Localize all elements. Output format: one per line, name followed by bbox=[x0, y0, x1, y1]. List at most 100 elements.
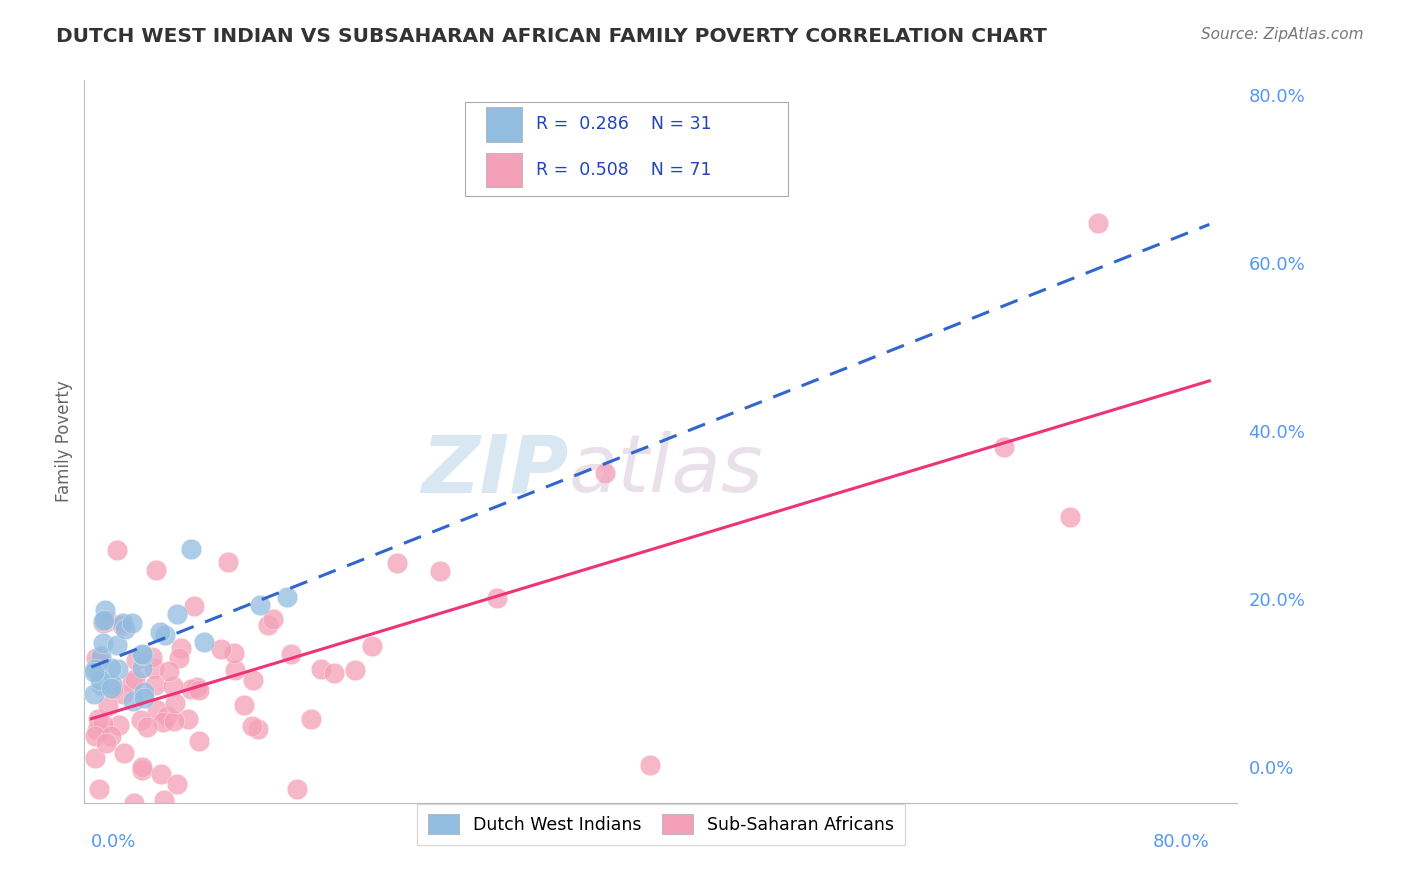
Point bbox=[96, 698, 118, 713]
Point bbox=[153, 793, 176, 807]
Point bbox=[262, 612, 284, 626]
Point bbox=[593, 466, 616, 480]
Point bbox=[111, 618, 134, 632]
Point bbox=[131, 647, 153, 661]
Point bbox=[105, 638, 128, 652]
Point bbox=[276, 591, 298, 605]
Point bbox=[156, 709, 179, 723]
Point bbox=[93, 614, 115, 628]
Point bbox=[149, 625, 172, 640]
Point bbox=[124, 672, 146, 686]
Point bbox=[132, 648, 155, 662]
Point bbox=[105, 542, 128, 557]
Point bbox=[111, 687, 134, 701]
Point bbox=[114, 622, 136, 636]
Point bbox=[143, 660, 166, 674]
Point bbox=[280, 648, 302, 662]
Point bbox=[145, 563, 167, 577]
Point bbox=[134, 685, 156, 699]
Point bbox=[97, 614, 120, 628]
Point bbox=[188, 733, 211, 747]
Point bbox=[180, 542, 202, 557]
Text: DUTCH WEST INDIAN VS SUBSAHARAN AFRICAN FAMILY POVERTY CORRELATION CHART: DUTCH WEST INDIAN VS SUBSAHARAN AFRICAN … bbox=[56, 27, 1047, 45]
Text: atlas: atlas bbox=[568, 432, 763, 509]
Point bbox=[311, 662, 333, 676]
Point bbox=[145, 703, 167, 717]
Point bbox=[188, 683, 211, 698]
Point bbox=[387, 557, 409, 571]
Point bbox=[246, 722, 269, 736]
Point bbox=[153, 628, 176, 642]
Point bbox=[485, 591, 508, 605]
Point bbox=[100, 729, 122, 743]
Y-axis label: Family Poverty: Family Poverty bbox=[55, 381, 73, 502]
Point bbox=[249, 598, 271, 612]
Point bbox=[157, 664, 180, 678]
Point bbox=[143, 678, 166, 692]
Point bbox=[89, 782, 111, 797]
Point bbox=[166, 607, 188, 621]
Point bbox=[93, 603, 115, 617]
Point bbox=[131, 760, 153, 774]
Point bbox=[90, 649, 112, 664]
Point bbox=[91, 717, 114, 731]
Text: R =  0.508    N = 71: R = 0.508 N = 71 bbox=[536, 161, 711, 179]
Text: 80.0%: 80.0% bbox=[1249, 88, 1305, 106]
Point bbox=[177, 712, 200, 726]
Point bbox=[162, 679, 184, 693]
Point bbox=[186, 680, 208, 694]
Point bbox=[131, 661, 153, 675]
Point bbox=[101, 682, 124, 697]
Point bbox=[141, 649, 163, 664]
Point bbox=[136, 720, 159, 734]
Point bbox=[299, 712, 322, 726]
Text: 60.0%: 60.0% bbox=[1249, 256, 1305, 274]
Point bbox=[1087, 216, 1109, 230]
Point bbox=[100, 676, 122, 690]
Point bbox=[122, 796, 145, 810]
Point bbox=[83, 665, 105, 680]
Point bbox=[100, 681, 122, 695]
Point bbox=[257, 618, 280, 632]
Point bbox=[83, 687, 105, 701]
Point bbox=[193, 634, 215, 648]
Point bbox=[131, 763, 153, 777]
FancyBboxPatch shape bbox=[485, 107, 523, 142]
Point bbox=[170, 640, 193, 655]
Point bbox=[233, 698, 256, 712]
Point bbox=[122, 694, 145, 708]
Point bbox=[217, 555, 239, 569]
Point bbox=[183, 599, 205, 613]
Point bbox=[94, 736, 117, 750]
Point bbox=[87, 713, 110, 727]
Text: 20.0%: 20.0% bbox=[1249, 592, 1305, 610]
Point bbox=[163, 714, 186, 728]
Point bbox=[111, 615, 134, 630]
Point bbox=[84, 651, 107, 665]
Text: 0.0%: 0.0% bbox=[1249, 760, 1294, 778]
Point bbox=[242, 673, 264, 687]
Text: Source: ZipAtlas.com: Source: ZipAtlas.com bbox=[1201, 27, 1364, 42]
FancyBboxPatch shape bbox=[485, 153, 523, 187]
Point bbox=[209, 642, 232, 657]
Point bbox=[429, 564, 451, 578]
Point bbox=[84, 729, 107, 743]
Text: 80.0%: 80.0% bbox=[1153, 833, 1209, 851]
Point bbox=[224, 663, 246, 677]
Point bbox=[344, 663, 367, 677]
Point bbox=[83, 751, 105, 765]
Point bbox=[132, 690, 155, 705]
Text: ZIP: ZIP bbox=[422, 432, 568, 509]
Legend: Dutch West Indians, Sub-Saharan Africans: Dutch West Indians, Sub-Saharan Africans bbox=[418, 804, 904, 845]
Point bbox=[640, 758, 662, 772]
Point bbox=[90, 678, 112, 692]
Point bbox=[121, 675, 143, 690]
Point bbox=[89, 653, 111, 667]
Point bbox=[91, 616, 114, 631]
Point bbox=[89, 673, 111, 688]
Point bbox=[86, 723, 108, 738]
Point bbox=[152, 714, 174, 729]
Point bbox=[222, 646, 245, 660]
Text: R =  0.286    N = 31: R = 0.286 N = 31 bbox=[536, 115, 711, 133]
Point bbox=[112, 747, 135, 761]
